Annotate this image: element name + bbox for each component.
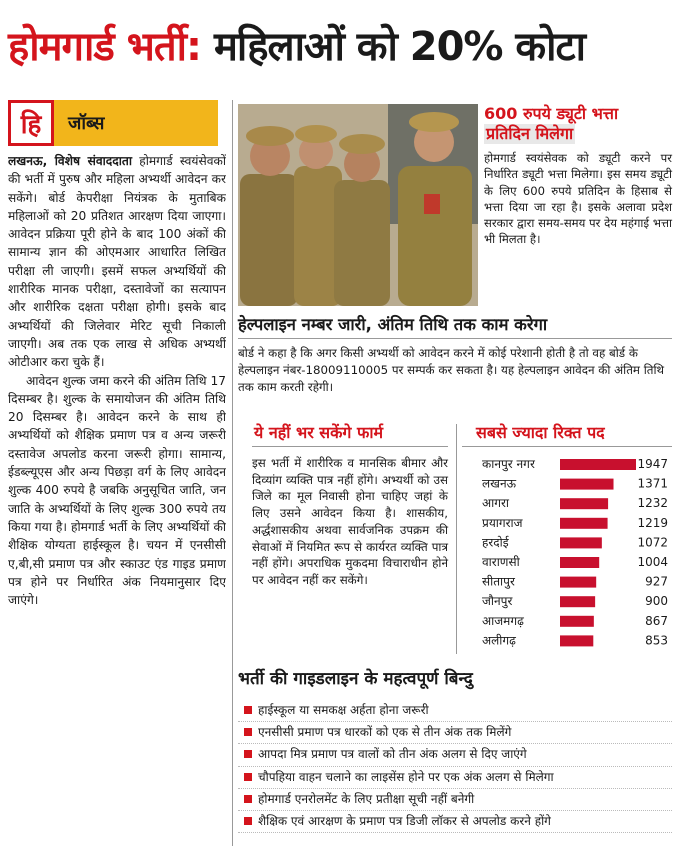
bar-value: 853	[645, 633, 668, 647]
duty-title: 600 रुपये ड्यूटी भत्ता प्रतिदिन मिलेगा	[484, 104, 672, 144]
bar-value: 1004	[637, 555, 668, 569]
vacancy-bar	[560, 459, 636, 470]
duty-allowance-box: 600 रुपये ड्यूटी भत्ता प्रतिदिन मिलेगा ह…	[484, 104, 672, 304]
guideline-item: एनसीसी प्रमाण पत्र धारकों को एक से तीन अ…	[238, 722, 672, 745]
vacancy-bar	[560, 635, 594, 647]
bar-value: 1072	[637, 535, 668, 549]
bar-value: 1232	[637, 496, 668, 510]
vacancy-title: सबसे ज्यादा रिक्त पद	[462, 420, 672, 447]
bar-label: कानपुर नगर	[482, 457, 536, 472]
vacancy-bar	[560, 615, 594, 627]
bar-label: सीतापुर	[482, 575, 516, 590]
homeguard-photo	[238, 104, 478, 306]
article-paragraph-2: आवेदन शुल्क जमा करने की अंतिम तिथि 17 दि…	[8, 373, 226, 608]
bar-label: हरदोई	[482, 535, 510, 549]
bar-label: प्रयागराज	[482, 516, 524, 530]
vacancy-bar	[560, 498, 609, 510]
guideline-item: आपदा मित्र प्रमाण पत्र वालों को तीन अंक …	[238, 744, 672, 767]
duty-title-line1: 600 रुपये ड्यूटी भत्ता	[484, 104, 619, 123]
guideline-item: शैक्षिक एवं आरक्षण के प्रमाण पत्र डिजी ल…	[238, 811, 672, 834]
bar-value: 900	[645, 594, 668, 608]
guideline-section: भर्ती की गाइडलाइन के महत्वपूर्ण बिन्दु ह…	[238, 664, 672, 846]
vacancy-bar	[560, 576, 597, 588]
headline-part1: होमगार्ड भर्ती:	[8, 24, 202, 70]
helpline-section: हेल्पलाइन नम्बर जारी, अंतिम तिथि तक काम …	[238, 312, 672, 414]
bar-value: 1371	[637, 477, 668, 491]
article-paragraph-1: लखनऊ, विशेष संवाददाता होमगार्ड स्वयंसेवक…	[8, 152, 226, 372]
section-brand: हि जॉब्स	[8, 100, 218, 146]
vacancy-bar	[560, 596, 596, 608]
section-label: जॉब्स	[68, 113, 105, 134]
bar-value: 1947	[637, 457, 668, 471]
guideline-title: भर्ती की गाइडलाइन के महत्वपूर्ण बिन्दु	[238, 669, 473, 689]
guideline-item: हाईस्कूल या समकक्ष अर्हता होना जरूरी	[238, 700, 672, 723]
bar-value: 867	[645, 614, 668, 628]
vacancy-bar	[560, 537, 602, 549]
bar-label: लखनऊ	[482, 477, 517, 491]
vacancy-bar	[560, 478, 614, 490]
duty-body: होमगार्ड स्वयंसेवक को ड्यूटी करने पर निर…	[484, 151, 672, 247]
bar-label: आजमगढ़	[482, 614, 524, 628]
bar-label: अलीगढ़	[482, 633, 516, 647]
guideline-list: हाईस्कूल या समकक्ष अर्हता होना जरूरी एनस…	[238, 700, 672, 834]
bar-value: 927	[645, 575, 668, 589]
inner-divider	[456, 424, 457, 654]
headline: होमगार्ड भर्ती: महिलाओं को 20% कोटा	[8, 8, 670, 86]
ineligible-title: ये नहीं भर सकेंगे फार्म	[252, 420, 448, 447]
ineligible-body: इस भर्ती में शारीरिक व मानसिक बीमार और द…	[252, 456, 448, 587]
vacancy-section: सबसे ज्यादा रिक्त पद कानपुर नगर 1947 लखनऊ 1…	[462, 420, 672, 656]
guideline-item: चौपहिया वाहन चलाने का लाइसेंस होने पर एक…	[238, 767, 672, 789]
byline: लखनऊ, विशेष संवाददाता	[8, 154, 132, 168]
main-article: लखनऊ, विशेष संवाददाता होमगार्ड स्वयंसेवक…	[8, 152, 226, 846]
helpline-title: हेल्पलाइन नम्बर जारी, अंतिम तिथि तक काम …	[238, 312, 672, 339]
headline-part2: महिलाओं को 20% कोटा	[201, 24, 586, 70]
hindustan-logo: हि	[8, 100, 54, 146]
bar-label: वाराणसी	[482, 555, 521, 569]
ineligible-section: ये नहीं भर सकेंगे फार्म इस भर्ती में शार…	[252, 420, 448, 656]
guideline-item: होमगार्ड एनरोलमेंट के लिए प्रतीक्षा सूची…	[238, 789, 672, 812]
column-divider	[232, 100, 233, 846]
bar-value: 1219	[637, 516, 668, 530]
duty-title-line2: प्रतिदिन मिलेगा	[484, 124, 576, 144]
vacancy-bar	[560, 557, 600, 568]
article-text-1: होमगार्ड स्वयंसेवकों की भर्ती में पुरुष …	[8, 154, 226, 370]
bar-label: जौनपुर	[482, 594, 513, 609]
homeguards-illustration	[238, 104, 478, 306]
helpline-body: बोर्ड ने कहा है कि अगर किसी अभ्यर्थी को …	[238, 346, 665, 394]
vacancy-bar-chart: कानपुर नगर 1947 लखनऊ 1371 आगरा 1232 प्रयागराज 1…	[482, 457, 668, 647]
bar-label: आगरा	[482, 496, 510, 510]
vacancy-bar	[560, 517, 608, 529]
